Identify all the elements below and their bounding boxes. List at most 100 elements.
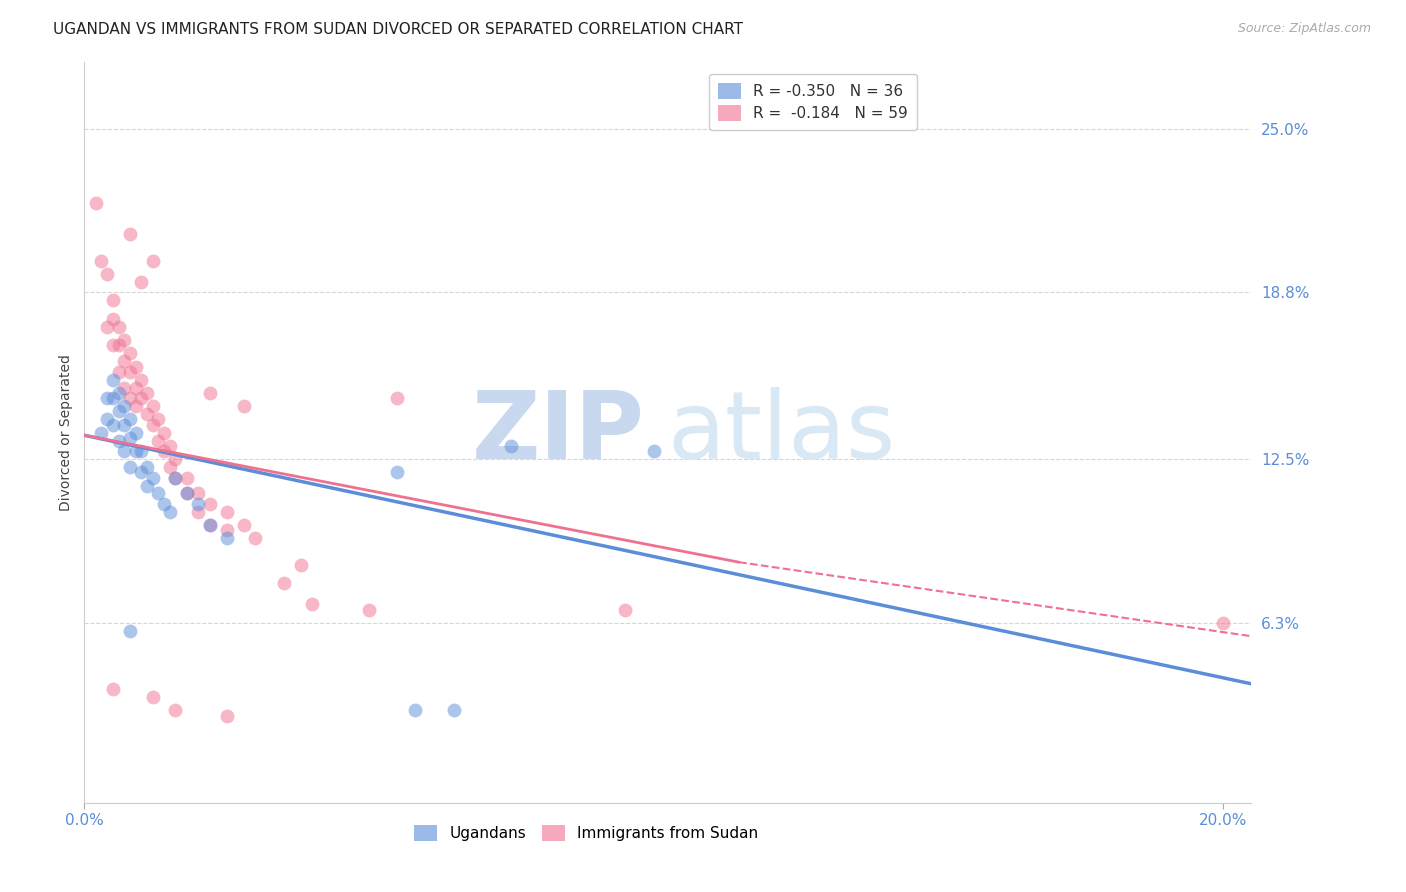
Point (124, 399, 146, 413)
Point (96, 412, 118, 426)
Point (129, 444, 152, 458)
Point (165, 703, 187, 717)
Point (84, 195, 107, 210)
Point (112, 417, 135, 432)
Point (387, 465, 409, 479)
Point (129, 275, 152, 289)
Point (107, 319, 129, 334)
Point (101, 373, 124, 387)
Point (153, 497, 176, 511)
Point (153, 444, 176, 458)
Point (107, 338, 129, 352)
Point (357, 603, 380, 617)
Point (232, 518, 254, 533)
Point (136, 460, 159, 475)
Point (118, 365, 141, 379)
Point (129, 465, 152, 479)
Point (187, 497, 209, 511)
Point (404, 703, 426, 717)
Point (90, 253, 112, 268)
Point (443, 703, 465, 717)
Point (101, 417, 124, 432)
Point (124, 425, 146, 440)
Point (153, 425, 176, 440)
Point (273, 576, 295, 591)
Point (148, 486, 170, 500)
Point (165, 452, 187, 467)
Y-axis label: Divorced or Separated: Divorced or Separated (59, 354, 73, 511)
Point (142, 417, 165, 432)
Point (118, 346, 141, 360)
Text: ZIP: ZIP (471, 386, 644, 479)
Point (215, 524, 238, 538)
Point (136, 386, 159, 401)
Text: Source: ZipAtlas.com: Source: ZipAtlas.com (1237, 22, 1371, 36)
Point (159, 439, 181, 453)
Point (112, 399, 135, 413)
Point (96, 319, 118, 334)
Point (148, 412, 170, 426)
Point (107, 386, 129, 401)
Point (136, 478, 159, 492)
Point (243, 532, 266, 546)
Point (136, 407, 159, 421)
Point (215, 532, 238, 546)
Point (215, 505, 238, 519)
Point (1212, 615, 1234, 630)
Text: UGANDAN VS IMMIGRANTS FROM SUDAN DIVORCED OR SEPARATED CORRELATION CHART: UGANDAN VS IMMIGRANTS FROM SUDAN DIVORCE… (53, 22, 744, 37)
Point (290, 558, 312, 572)
Point (142, 399, 165, 413)
Point (112, 381, 135, 395)
Point (101, 312, 124, 326)
Point (118, 431, 141, 445)
Point (176, 470, 198, 484)
Point (198, 518, 221, 533)
Point (232, 399, 254, 413)
Point (107, 365, 129, 379)
Legend: Ugandans, Immigrants from Sudan: Ugandans, Immigrants from Sudan (408, 819, 763, 847)
Point (107, 404, 129, 418)
Point (118, 624, 141, 638)
Point (118, 412, 141, 426)
Point (101, 682, 124, 697)
Point (112, 354, 135, 368)
Point (118, 460, 141, 475)
Point (124, 381, 146, 395)
Text: atlas: atlas (668, 386, 896, 479)
Point (118, 391, 141, 405)
Point (165, 470, 187, 484)
Point (614, 603, 637, 617)
Point (176, 486, 198, 500)
Point (176, 486, 198, 500)
Point (101, 391, 124, 405)
Point (187, 505, 209, 519)
Point (96, 267, 118, 281)
Point (142, 690, 165, 704)
Point (501, 439, 523, 453)
Point (124, 444, 146, 458)
Point (142, 470, 165, 484)
Point (387, 391, 409, 405)
Point (215, 708, 238, 723)
Point (198, 497, 221, 511)
Point (124, 359, 146, 374)
Point (90, 425, 112, 440)
Point (148, 434, 170, 448)
Point (112, 333, 135, 347)
Point (101, 293, 124, 308)
Point (198, 518, 221, 533)
Point (159, 505, 181, 519)
Point (107, 434, 129, 448)
Point (129, 373, 152, 387)
Point (165, 470, 187, 484)
Point (142, 253, 165, 268)
Point (129, 391, 152, 405)
Point (187, 486, 209, 500)
Point (159, 460, 181, 475)
Point (112, 444, 135, 458)
Point (101, 338, 124, 352)
Point (301, 598, 323, 612)
Point (96, 391, 118, 405)
Point (643, 444, 665, 458)
Point (198, 386, 221, 401)
